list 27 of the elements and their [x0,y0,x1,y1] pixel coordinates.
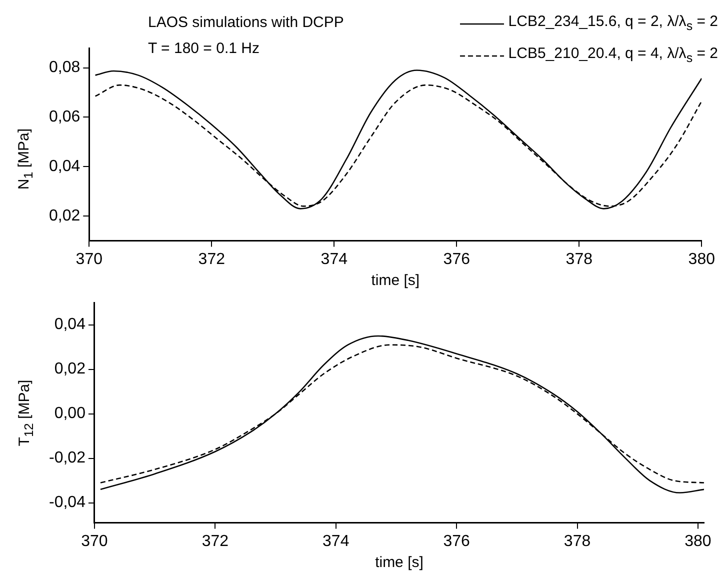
x-tick-label: 378 [566,250,593,268]
x-axis-title: time [s] [375,554,424,572]
x-tick-label: 372 [202,532,229,550]
y-tick-label: 0,00 [54,405,86,422]
x-tick-label: 374 [322,532,350,550]
y-tick-label: 0,08 [49,59,80,76]
x-tick-label: 372 [198,250,226,268]
y-tick-label: 0,04 [49,158,80,176]
x-axis-title: time [s] [371,272,420,290]
text: LAOS simulations with DCPP [148,13,344,33]
x-tick-label: 380 [684,532,712,550]
x-tick-label: 378 [564,532,591,550]
legend-label: LCB5_210_20.4, q = 4, λ/λ$_{s}$ = 2 [508,44,718,67]
annotation: T = 180 = 0.1 Hz [148,39,260,59]
legend-label: LCB2_234_15.6, q = 2, λ/λ$_{s}$ = 2 [508,12,718,35]
x-tick-label: 370 [76,250,103,268]
y-tick-label: -0,04 [49,494,86,512]
x-tick-label: 376 [443,532,470,550]
x-tick-label: 376 [443,250,470,268]
y-tick-label: 0,06 [49,108,80,126]
x-tick-label: 374 [320,250,348,268]
y-tick-label: -0,02 [49,450,86,467]
y-tick-label: 0,02 [49,207,80,224]
x-tick-label: 370 [81,532,108,550]
x-tick-label: 380 [688,250,716,268]
y-tick-label: 0,04 [54,316,86,334]
y-tick-label: 0,02 [54,360,86,378]
